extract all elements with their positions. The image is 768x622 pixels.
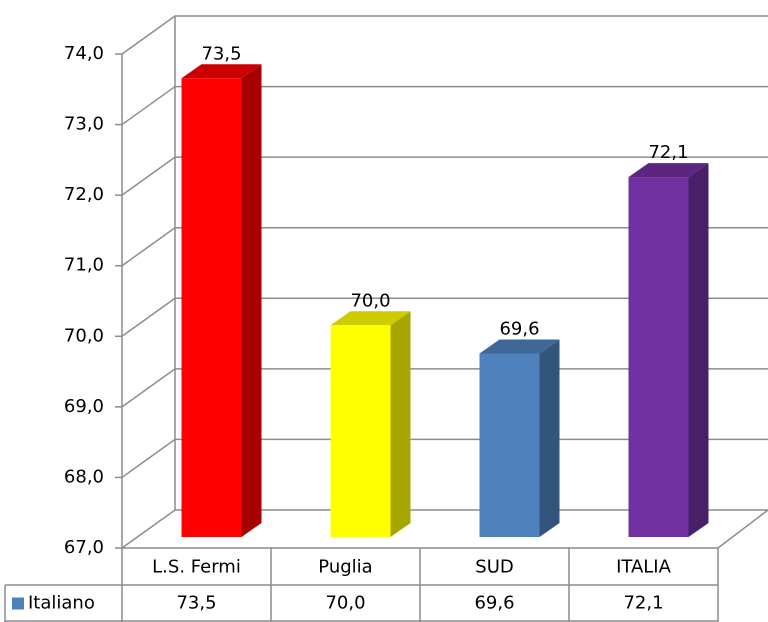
bar xyxy=(479,353,540,537)
table-value: 72,1 xyxy=(623,593,663,614)
value-label: 69,6 xyxy=(499,319,539,340)
y-tick-label: 67,0 xyxy=(64,537,104,558)
grid-line xyxy=(121,438,768,479)
y-tick-label: 69,0 xyxy=(64,396,104,417)
y-tick-label: 74,0 xyxy=(64,43,104,64)
grid-line xyxy=(121,509,768,549)
y-tick-label: 73,0 xyxy=(64,114,104,135)
table-value: 69,6 xyxy=(474,593,514,614)
y-tick-label: 72,0 xyxy=(64,184,104,205)
legend-swatch xyxy=(12,597,24,610)
y-tick-label: 68,0 xyxy=(64,466,104,487)
x-tick-label: L.S. Fermi xyxy=(152,557,241,578)
grid-line xyxy=(121,297,768,337)
grid-line xyxy=(121,85,768,126)
x-tick-label: ITALIA xyxy=(616,557,672,578)
bar xyxy=(181,78,242,538)
table-value: 70,0 xyxy=(325,593,365,614)
value-label: 73,5 xyxy=(201,43,241,64)
value-label: 70,0 xyxy=(350,290,390,311)
bar-side xyxy=(688,163,709,538)
bar xyxy=(330,325,391,537)
grid-line xyxy=(121,15,768,55)
x-tick-label: SUD xyxy=(475,557,513,578)
value-label: 72,1 xyxy=(648,142,688,163)
bar-top xyxy=(181,64,262,79)
bar-side xyxy=(539,339,560,537)
bar-side xyxy=(241,64,262,538)
legend-label: Italiano xyxy=(28,593,95,614)
grid-line xyxy=(121,226,768,267)
bar-top xyxy=(628,163,709,178)
table-value: 73,5 xyxy=(176,593,216,614)
x-tick-label: Puglia xyxy=(318,557,372,578)
y-tick-label: 70,0 xyxy=(64,325,104,346)
bar xyxy=(628,177,689,538)
grid-line xyxy=(121,156,768,196)
bar-side xyxy=(390,311,411,537)
y-tick-label: 71,0 xyxy=(64,255,104,276)
grid-line xyxy=(121,368,768,408)
bar-top xyxy=(479,339,560,354)
bar-top xyxy=(330,311,411,326)
